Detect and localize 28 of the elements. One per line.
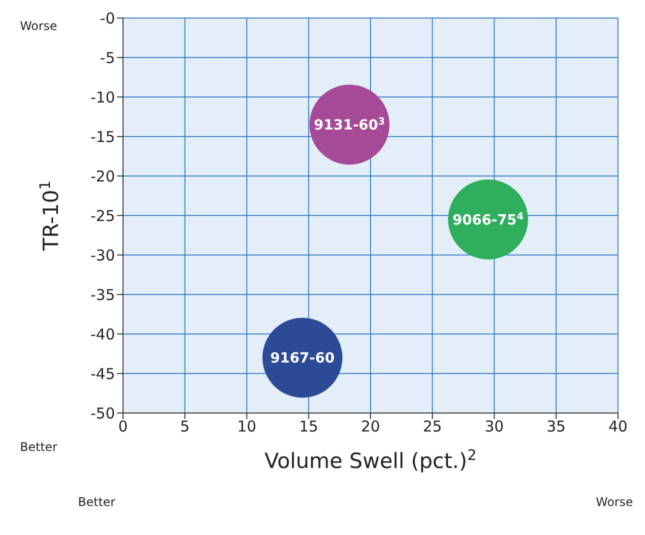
y-tick-label: -15	[90, 128, 115, 146]
x-tick-label: 10	[237, 418, 256, 436]
text: Better	[78, 495, 116, 509]
x-tick-label: 15	[299, 418, 318, 436]
x-tick-label: 40	[608, 418, 628, 436]
x-tick-label: 35	[546, 418, 566, 436]
y-tick-label: -10	[90, 88, 115, 106]
series-label: 9167-60	[270, 350, 335, 367]
y-tick-label: -45	[90, 364, 115, 383]
y-tick-label: -35	[90, 286, 115, 304]
x-tick-label: 30	[484, 418, 504, 436]
y-tick-label: -20	[90, 167, 115, 186]
y-tick-label: -25	[90, 206, 115, 225]
y-tick-label: -30	[90, 246, 115, 264]
y-tick-label: -40	[90, 325, 115, 344]
series-label: 9131-60$^{3}$	[314, 116, 386, 134]
y-tick-label: -5	[100, 48, 115, 67]
y-tick-label: -50	[90, 404, 115, 422]
x-tick-label: 20	[360, 418, 380, 436]
x-tick-label: 0	[118, 418, 128, 436]
series-label: 9066-75$^{4}$	[452, 210, 524, 228]
text: Better	[20, 440, 58, 454]
text: Worse	[596, 495, 633, 509]
text: Worse	[20, 19, 58, 33]
x-axis-title: Volume Swell (pct.)$^{2}$	[264, 446, 477, 473]
y-tick-label: -0	[100, 9, 115, 28]
x-tick-label: 25	[422, 418, 442, 436]
x-tick-label: 5	[180, 418, 190, 436]
